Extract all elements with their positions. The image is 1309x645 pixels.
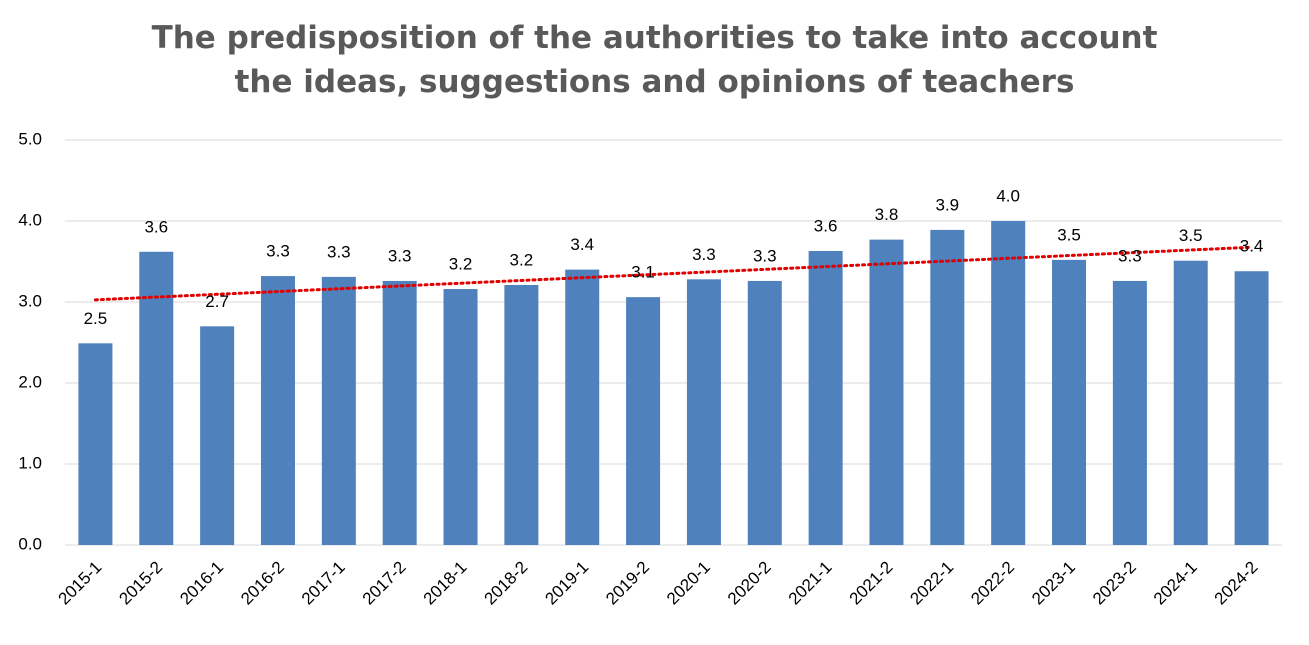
data-label: 3.1 [631, 263, 655, 282]
data-label: 3.3 [327, 242, 351, 261]
data-label: 3.2 [510, 250, 534, 269]
data-label: 3.4 [570, 235, 594, 254]
x-tick-label: 2022-2 [967, 558, 1018, 609]
data-label: 3.4 [1240, 237, 1264, 256]
bar [504, 284, 539, 545]
x-tick-label: 2019-2 [602, 558, 653, 609]
x-tick-label: 2018-1 [420, 558, 471, 609]
x-tick-label: 2021-2 [846, 558, 897, 609]
bar [1112, 280, 1147, 545]
bar [626, 297, 661, 545]
bar [78, 343, 113, 545]
data-label: 2.7 [205, 292, 229, 311]
bar [1173, 260, 1208, 545]
x-tick-label: 2024-1 [1150, 558, 1201, 609]
data-label: 3.5 [1057, 225, 1081, 244]
bar [869, 239, 904, 545]
bar [747, 280, 782, 545]
x-tick-label: 2017-2 [359, 558, 410, 609]
data-label: 3.8 [875, 205, 899, 224]
y-tick-label: 1.0 [18, 453, 42, 472]
data-label: 3.5 [1179, 226, 1203, 245]
chart-title: The predisposition of the authorities to… [151, 20, 1158, 100]
data-label: 3.9 [936, 195, 960, 214]
bar [139, 251, 174, 545]
bar [200, 326, 235, 545]
data-label: 3.6 [144, 217, 168, 236]
bar [443, 289, 478, 545]
x-tick-label: 2019-1 [541, 558, 592, 609]
x-tick-label: 2015-2 [115, 558, 166, 609]
y-tick-label: 3.0 [18, 291, 42, 310]
bar [1234, 271, 1269, 545]
data-label: 2.5 [84, 309, 108, 328]
data-label: 3.6 [814, 216, 838, 235]
y-tick-label: 0.0 [18, 534, 42, 553]
bar [382, 280, 417, 545]
bar [686, 279, 721, 545]
bar [260, 276, 295, 545]
data-label: 3.3 [692, 245, 716, 264]
x-tick-label: 2023-1 [1028, 558, 1079, 609]
x-tick-label: 2020-1 [663, 558, 714, 609]
bar [321, 276, 356, 545]
bar [565, 269, 600, 545]
x-tick-label: 2023-2 [1089, 558, 1140, 609]
x-tick-label: 2020-2 [724, 558, 775, 609]
y-tick-label: 5.0 [18, 129, 42, 148]
bar [1052, 259, 1087, 545]
x-tick-label: 2016-1 [176, 558, 227, 609]
bar [991, 221, 1026, 545]
bar [930, 229, 965, 545]
trendline [93, 245, 1254, 302]
data-label: 4.0 [996, 186, 1020, 205]
y-tick-label: 2.0 [18, 372, 42, 391]
data-label: 3.3 [753, 246, 777, 265]
x-tick-label: 2022-1 [906, 558, 957, 609]
data-label: 3.3 [388, 246, 412, 265]
x-tick-label: 2016-2 [237, 558, 288, 609]
x-tick-label: 2015-1 [55, 558, 106, 609]
x-tick-label: 2024-2 [1211, 558, 1262, 609]
x-tick-label: 2018-2 [481, 558, 532, 609]
bar [808, 250, 843, 545]
data-label: 3.3 [266, 242, 290, 261]
x-tick-label: 2021-1 [785, 558, 836, 609]
x-tick-label: 2017-1 [298, 558, 349, 609]
data-label: 3.3 [1118, 246, 1142, 265]
data-label: 3.2 [449, 255, 473, 274]
y-tick-label: 4.0 [18, 210, 42, 229]
